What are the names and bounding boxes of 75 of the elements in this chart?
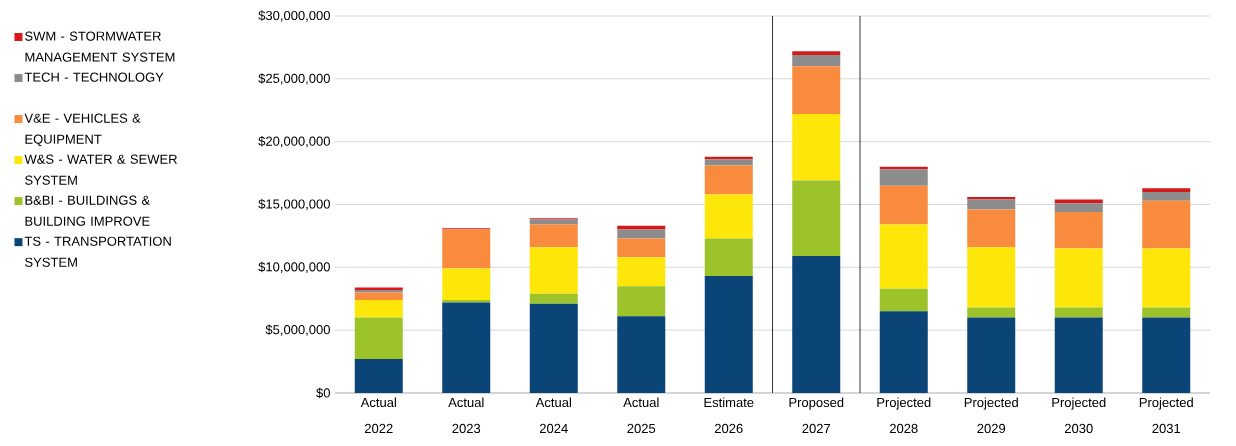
bar bbox=[967, 247, 1016, 308]
category-label: Actual 2023 bbox=[448, 397, 484, 434]
legend-label: TECH - TECHNOLOGY bbox=[24, 72, 164, 82]
bar bbox=[529, 303, 578, 393]
bar bbox=[879, 288, 928, 312]
y-tick-label: $15,000,000 bbox=[258, 198, 330, 211]
bar bbox=[1054, 307, 1103, 318]
bar bbox=[442, 302, 491, 393]
bar bbox=[354, 317, 403, 360]
y-tick-label: $5,000,000 bbox=[265, 324, 330, 336]
bar bbox=[354, 300, 403, 318]
bar bbox=[967, 199, 1016, 210]
bar bbox=[1054, 212, 1103, 249]
y-tick-label: $0 bbox=[316, 387, 330, 399]
category-label: Actual 2024 bbox=[535, 397, 571, 434]
bar bbox=[617, 257, 666, 287]
bar bbox=[792, 54, 841, 67]
bar bbox=[704, 238, 753, 277]
bar bbox=[529, 293, 578, 304]
y-tick-label: $25,000,000 bbox=[258, 73, 330, 85]
y-tick-label: $10,000,000 bbox=[258, 261, 330, 273]
bar bbox=[1054, 248, 1103, 308]
bar bbox=[879, 224, 928, 289]
category-label: Actual 2025 bbox=[623, 397, 659, 434]
bar bbox=[1142, 188, 1191, 192]
bar bbox=[529, 247, 578, 294]
bar bbox=[1054, 203, 1103, 213]
bar bbox=[792, 180, 841, 257]
category-label: Estimate 2026 bbox=[704, 397, 754, 434]
bar bbox=[354, 292, 403, 300]
bar bbox=[617, 286, 666, 317]
bar bbox=[704, 194, 753, 239]
bar bbox=[1054, 199, 1103, 204]
bar bbox=[442, 268, 491, 300]
bar bbox=[792, 256, 841, 393]
x-tick-label: Projected 2031 bbox=[1139, 397, 1193, 434]
bar bbox=[792, 114, 841, 181]
bar bbox=[792, 51, 841, 55]
category-label: Actual 2022 bbox=[360, 397, 396, 434]
bar bbox=[1142, 307, 1191, 318]
legend-label: B&BI - BUILDINGS & BUILDING IMPROVE bbox=[25, 195, 150, 226]
x-tick-label: Proposed 2027 bbox=[789, 397, 844, 434]
bar bbox=[442, 229, 491, 269]
bar bbox=[967, 307, 1016, 318]
bar bbox=[354, 359, 403, 393]
bar bbox=[1054, 317, 1103, 393]
bar bbox=[529, 224, 578, 248]
bar bbox=[529, 219, 578, 225]
bar bbox=[879, 185, 928, 225]
bar bbox=[442, 300, 491, 303]
bar bbox=[879, 169, 928, 186]
bar bbox=[967, 317, 1016, 393]
bar bbox=[1142, 317, 1191, 393]
bar bbox=[967, 209, 1016, 248]
bar bbox=[1142, 248, 1191, 308]
legend-label: SWM - STORMWATER MANAGEMENT SYSTEM bbox=[25, 31, 175, 62]
x-tick-label: Projected 2029 bbox=[964, 397, 1018, 434]
bar bbox=[1142, 191, 1191, 201]
bar bbox=[704, 165, 753, 195]
y-tick-label: $20,000,000 bbox=[258, 136, 330, 148]
y-tick-label: $30,000,000 bbox=[258, 10, 330, 22]
bar bbox=[617, 225, 666, 230]
legend-label: W&S - WATER & SEWER SYSTEM bbox=[24, 154, 177, 185]
bar bbox=[704, 276, 753, 393]
bar bbox=[617, 229, 666, 239]
legend-label: TS - TRANSPORTATION SYSTEM bbox=[24, 236, 171, 267]
bar bbox=[792, 66, 841, 115]
bar bbox=[1142, 200, 1191, 249]
bar bbox=[617, 316, 666, 393]
legend-label: V&E - VEHICLES & EQUIPMENT bbox=[24, 113, 141, 147]
x-tick-label: Projected 2028 bbox=[877, 397, 931, 434]
bar bbox=[617, 238, 666, 258]
bar bbox=[879, 311, 928, 393]
bar bbox=[704, 159, 753, 166]
x-tick-label: Projected 2030 bbox=[1052, 397, 1106, 434]
